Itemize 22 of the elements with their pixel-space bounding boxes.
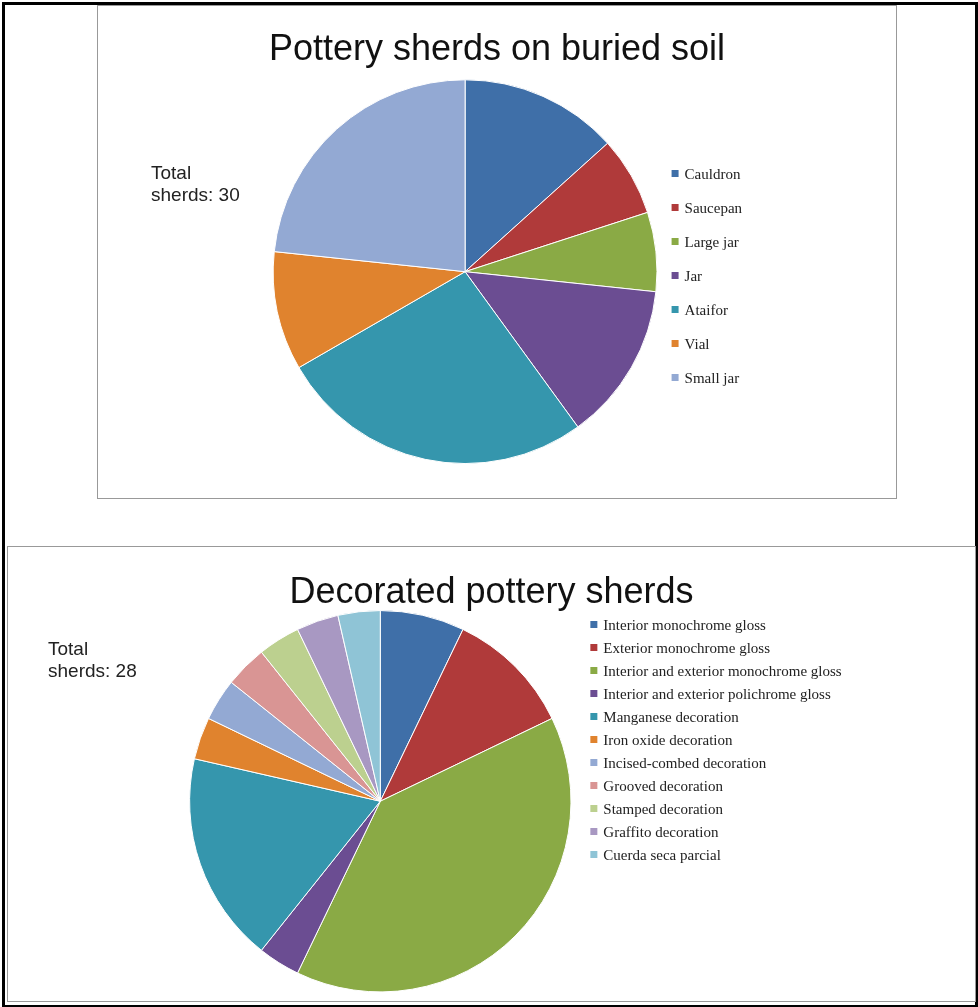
legend-label: Small jar xyxy=(684,369,740,386)
legend-label: Iron oxide decoration xyxy=(603,731,733,748)
legend-label: Stamped decoration xyxy=(603,800,724,817)
legend-label: Saucepan xyxy=(684,199,743,216)
legend-label: Interior monochrome gloss xyxy=(603,616,766,633)
legend-label: Vial xyxy=(684,335,710,352)
legend-label: Jar xyxy=(684,267,703,284)
legend-label: Grooved decoration xyxy=(603,777,724,794)
legend-label: Large jar xyxy=(684,233,739,250)
legend-label: Interior and exterior polichrome gloss xyxy=(603,685,831,702)
chart-title: Pottery sherds on buried soil xyxy=(268,26,726,68)
legend-label: Graffito decoration xyxy=(603,823,719,840)
legend-label: Ataifor xyxy=(684,301,728,318)
text: Total sherds: 28 xyxy=(48,637,137,681)
legend-label: Incised-combed decoration xyxy=(603,754,767,771)
legend-label: Exterior monochrome gloss xyxy=(603,639,771,656)
chart-title: Decorated pottery sherds xyxy=(289,569,694,611)
legend-label: Interior and exterior monochrome gloss xyxy=(603,662,842,679)
text: Total sherds: 30 xyxy=(151,161,240,205)
legend-label: Cuerda seca parcial xyxy=(603,846,721,863)
legend-label: Manganese decoration xyxy=(603,708,740,725)
legend-label: Cauldron xyxy=(684,165,741,182)
